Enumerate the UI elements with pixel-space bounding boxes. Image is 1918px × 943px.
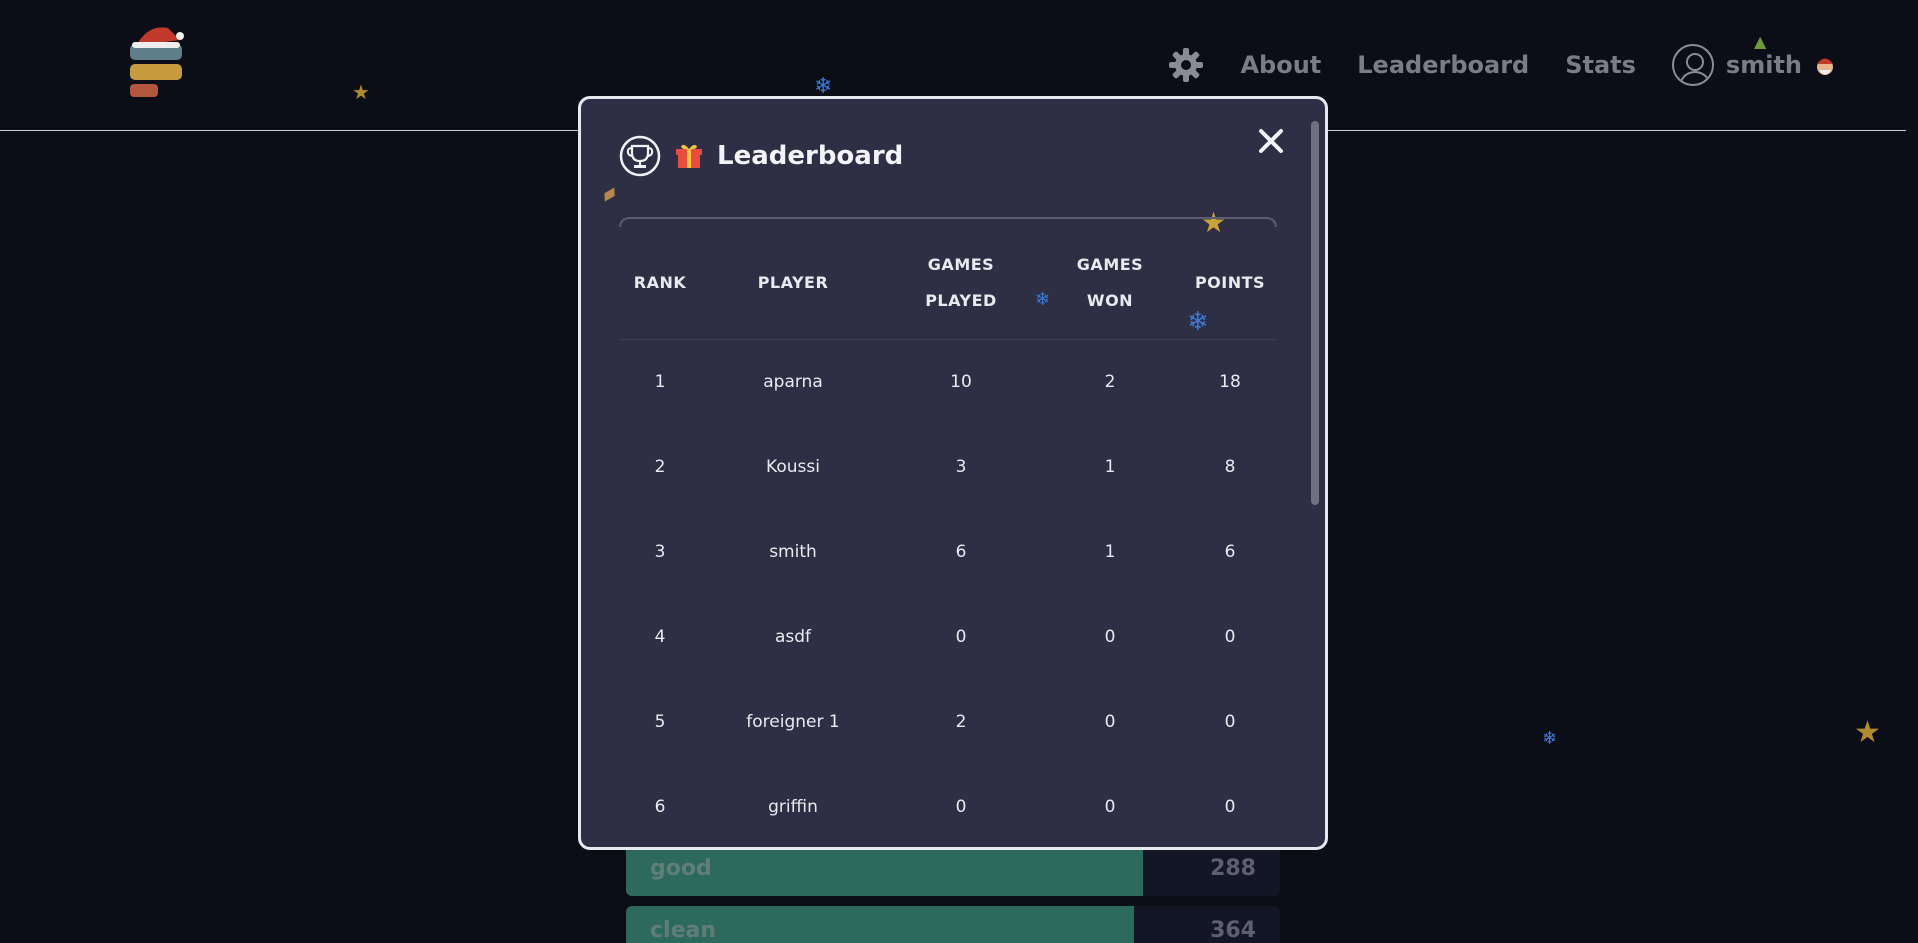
modal-title: Leaderboard [717, 141, 904, 171]
points-cell: 0 [1224, 626, 1236, 647]
close-icon[interactable] [1255, 125, 1287, 157]
games-won-cell: 0 [1104, 711, 1116, 732]
games-won-header: GAMES WON [1037, 227, 1183, 340]
table-row: 1 aparna 10 2 18 [619, 339, 1277, 424]
nav-about[interactable]: About [1240, 51, 1322, 79]
points-cell: 0 [1224, 711, 1236, 732]
games-played-header-line1: GAMES [927, 254, 995, 274]
points-header: POINTS [1183, 227, 1277, 340]
rank-cell: 4 [654, 626, 666, 647]
games-won-cell: 0 [1104, 626, 1116, 647]
user-menu[interactable]: smith [1671, 44, 1836, 86]
player-cell: foreigner 1 [746, 711, 840, 732]
leaderboard-modal: Leaderboard ▰ ★ ❄ ❄ RANK PLAYER GAMES PL… [578, 96, 1328, 850]
games-played-header: GAMES PLAYED [885, 227, 1037, 340]
word-fill-bar [626, 906, 1134, 943]
user-name[interactable]: smith [1725, 51, 1802, 79]
word-fill-bar [626, 844, 1143, 896]
rank-cell: 1 [654, 371, 666, 392]
games-played-cell: 2 [955, 711, 967, 732]
snowflake-decoration-icon: ❄ [814, 74, 833, 99]
games-played-header-line2: PLAYED [925, 290, 997, 310]
points-cell: 0 [1224, 796, 1236, 817]
player-cell: asdf [774, 626, 812, 647]
player-header: PLAYER [701, 227, 885, 340]
games-played-cell: 6 [955, 541, 967, 562]
player-cell: smith [769, 541, 817, 562]
snowflake-decoration-icon: ❄ [1542, 728, 1558, 749]
gift-icon [676, 144, 702, 168]
leaderboard-table: RANK PLAYER GAMES PLAYED GAMES WON POINT… [619, 227, 1277, 847]
nav-stats[interactable]: Stats [1565, 51, 1636, 79]
table-top-border [619, 217, 1277, 227]
user-avatar-icon[interactable] [1671, 44, 1714, 86]
games-won-cell: 1 [1104, 541, 1116, 562]
rank-cell: 3 [654, 541, 666, 562]
santa-emoji-icon [1817, 58, 1833, 75]
games-won-cell: 2 [1104, 371, 1116, 392]
nav-leaderboard[interactable]: Leaderboard [1357, 51, 1530, 79]
table-row: 3 smith 6 1 6 [619, 509, 1277, 594]
player-cell: aparna [763, 371, 823, 392]
games-played-cell: 10 [950, 371, 972, 392]
games-played-cell: 3 [955, 456, 967, 477]
games-won-header-line1: GAMES [1076, 254, 1144, 274]
gift-decoration-icon: ▰ [596, 178, 622, 208]
points-cell: 8 [1224, 456, 1236, 477]
word-label: clean [650, 918, 717, 943]
points-cell: 18 [1219, 371, 1241, 392]
scrollbar-thumb[interactable] [1311, 121, 1319, 505]
trophy-icon [619, 135, 661, 177]
table-row: 5 foreigner 1 2 0 0 [619, 679, 1277, 764]
leaderboard-table-container: RANK PLAYER GAMES PLAYED GAMES WON POINT… [619, 217, 1277, 847]
word-count: 288 [1210, 856, 1256, 881]
player-cell: Koussi [766, 456, 820, 477]
modal-header: Leaderboard [619, 135, 903, 177]
games-won-header-line2: WON [1086, 290, 1134, 310]
logo-icon[interactable] [128, 22, 184, 98]
games-played-cell: 0 [955, 796, 967, 817]
rank-cell: 5 [654, 711, 666, 732]
games-played-cell: 0 [955, 626, 967, 647]
modal-scrollbar[interactable] [1311, 113, 1319, 837]
table-header-row: RANK PLAYER GAMES PLAYED GAMES WON POINT… [619, 227, 1277, 340]
star-decoration-icon: ★ [352, 80, 370, 104]
star-decoration-icon: ★ [1854, 715, 1881, 750]
party-horn-decoration-icon: ▲ [1754, 32, 1767, 51]
word-row: clean 364 [626, 906, 1280, 943]
word-label: good [650, 856, 712, 881]
points-cell: 6 [1224, 541, 1236, 562]
table-row: 4 asdf 0 0 0 [619, 594, 1277, 679]
table-row: 2 Koussi 3 1 8 [619, 424, 1277, 509]
settings-gear-icon[interactable] [1168, 47, 1204, 83]
rank-cell: 2 [654, 456, 666, 477]
games-won-cell: 1 [1104, 456, 1116, 477]
word-count: 364 [1210, 918, 1256, 943]
games-won-cell: 0 [1104, 796, 1116, 817]
table-row: 6 griffin 0 0 0 [619, 764, 1277, 847]
main-nav: About Leaderboard Stats smith [1168, 44, 1836, 86]
site-header: About Leaderboard Stats smith [0, 0, 1906, 131]
rank-header: RANK [619, 227, 701, 340]
player-cell: griffin [768, 796, 818, 817]
word-row: good 288 [626, 844, 1280, 896]
rank-cell: 6 [654, 796, 666, 817]
